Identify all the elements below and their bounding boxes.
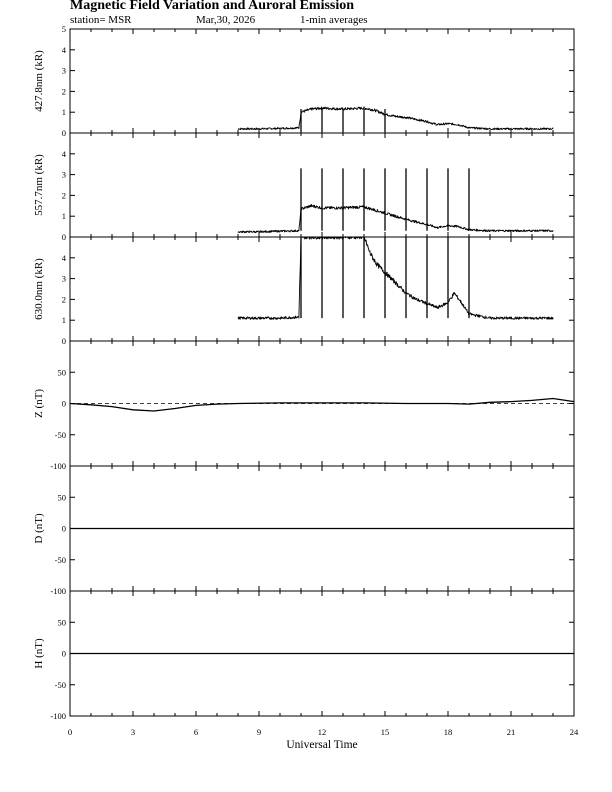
x-axis-label: Universal Time	[286, 739, 357, 751]
y-tick-label: -100	[50, 586, 66, 596]
y-tick-label: 2	[62, 294, 66, 304]
panel-2: 0 1 2 3 4 557.7nm (kR)	[33, 132, 575, 242]
y-tick-label: 1	[62, 211, 66, 221]
y-tick-label: 0	[62, 649, 66, 659]
x-tick-label: 0	[68, 727, 72, 737]
x-tick-label: 21	[507, 727, 516, 737]
y-tick-label: -100	[50, 461, 66, 471]
x-tick-label: 6	[194, 727, 198, 737]
y-tick-label: 1	[62, 315, 66, 325]
x-tick-label: 18	[444, 727, 453, 737]
x-tick-label: 3	[131, 727, 135, 737]
y-axis-label: D (nT)	[33, 513, 45, 544]
x-axis: 0 3 6 9 12 15 18 21 24	[68, 727, 579, 737]
y-tick-label: 0	[62, 399, 66, 409]
y-tick-label: -50	[55, 430, 66, 440]
y-axis-label: Z (nT)	[33, 389, 45, 418]
y-tick-label: -100	[50, 711, 66, 721]
panels: 0 1 2 3 4 5 427.8nm (kR) 0 1 2 3 4 557.7nm (kR) 0 1 2 3 4…	[33, 24, 575, 721]
panel-3: 0 1 2 3 4 630.0nm (kR)	[33, 236, 575, 346]
panel-1: 0 1 2 3 4 5 427.8nm (kR)	[33, 24, 575, 138]
y-tick-label: 2	[62, 86, 66, 96]
y-tick-label: 50	[58, 617, 67, 627]
y-tick-label: 0	[62, 524, 66, 534]
station-label: station= MSR	[70, 14, 132, 26]
y-tick-label: 3	[62, 274, 66, 284]
y-tick-label: 3	[62, 170, 66, 180]
y-tick-label: 4	[62, 149, 67, 159]
y-axis-label: 557.7nm (kR)	[33, 154, 45, 216]
series-line	[69, 397, 575, 412]
series-line	[237, 204, 554, 234]
y-tick-label: 2	[62, 190, 66, 200]
y-tick-label: 1	[62, 107, 66, 117]
y-tick-label: -50	[55, 680, 66, 690]
x-tick-label: 12	[318, 727, 327, 737]
y-tick-label: 4	[62, 45, 67, 55]
y-tick-label: 3	[62, 66, 66, 76]
x-tick-label: 15	[381, 727, 390, 737]
x-tick-label: 24	[570, 727, 579, 737]
y-tick-label: 4	[62, 253, 67, 263]
averaging-label: 1-min averages	[300, 14, 368, 26]
y-tick-label: 0	[62, 128, 66, 138]
y-tick-label: 50	[58, 367, 67, 377]
chart-title: Magnetic Field Variation and Auroral Emi…	[70, 0, 354, 13]
panel-5: -100 -50 0 50 D (nT)	[33, 465, 575, 596]
y-tick-label: 5	[62, 24, 66, 34]
y-tick-label: 0	[62, 232, 66, 242]
y-axis-label: H (nT)	[33, 638, 45, 669]
y-tick-label: 50	[58, 492, 67, 502]
y-axis-label: 630.0nm (kR)	[33, 258, 45, 320]
x-tick-label: 9	[257, 727, 261, 737]
y-axis-label: 427.8nm (kR)	[33, 50, 45, 112]
series-line	[237, 236, 554, 320]
panel-4: -100 -50 0 50 Z (nT)	[33, 340, 575, 471]
y-tick-label: -50	[55, 555, 66, 565]
series-line	[237, 106, 554, 131]
y-tick-label: 0	[62, 336, 66, 346]
panel-6: -100 -50 0 50 H (nT)	[33, 590, 575, 721]
date-label: Mar,30, 2026	[196, 14, 256, 26]
